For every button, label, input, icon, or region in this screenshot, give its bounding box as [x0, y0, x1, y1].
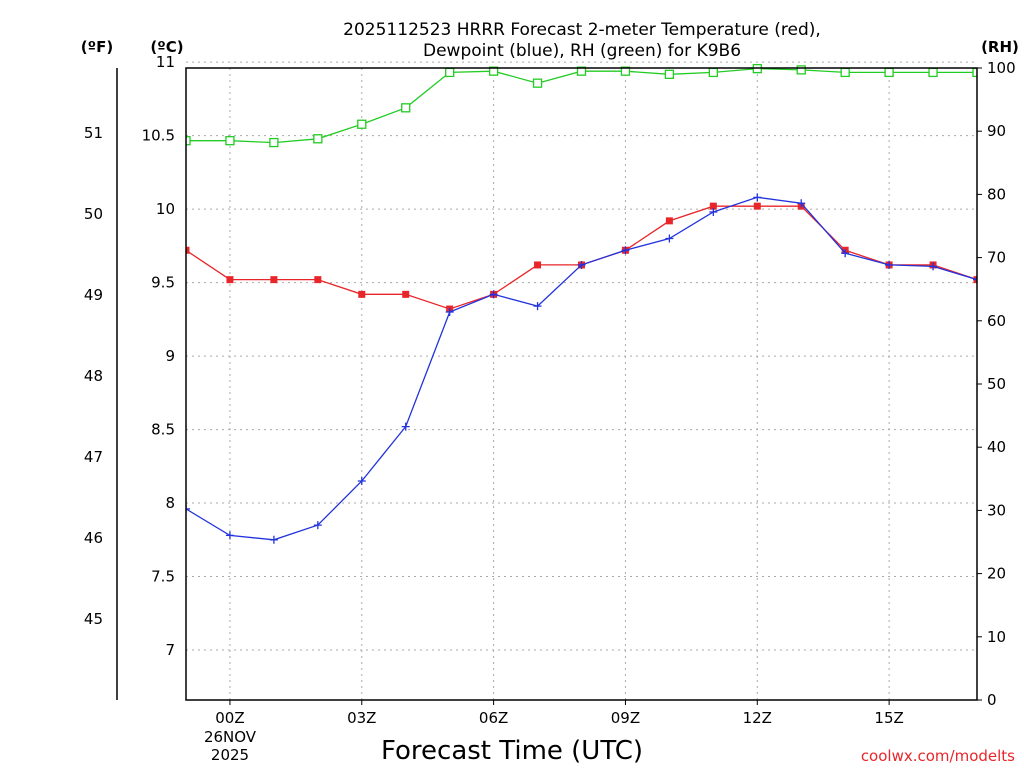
celsius-tick-label: 9 — [165, 347, 175, 365]
fahrenheit-tick-label: 46 — [84, 529, 103, 547]
rh-tick-label: 70 — [987, 249, 1006, 267]
rh-point — [972, 67, 977, 78]
dewpoint-point — [186, 504, 190, 513]
date-label-day: 26NOV — [204, 728, 257, 746]
x-tick-label: 00Z — [215, 709, 244, 727]
dewpoint-point — [313, 521, 322, 530]
dewpoint-point — [401, 422, 410, 431]
rh-point — [840, 67, 850, 78]
fahrenheit-unit-label: (ºF) — [81, 38, 113, 56]
dewpoint-point — [225, 531, 234, 540]
celsius-tick-label: 7.5 — [151, 568, 175, 586]
x-tick-label: 12Z — [743, 709, 772, 727]
rh-tick-label: 60 — [987, 312, 1006, 330]
temperature-point — [534, 261, 542, 269]
fahrenheit-tick-label: 50 — [84, 205, 103, 223]
rh-unit-label: (RH) — [981, 38, 1019, 56]
rh-point — [225, 136, 235, 146]
rh-point — [620, 66, 631, 76]
dewpoint-point — [357, 477, 366, 486]
rh-line — [186, 67, 977, 144]
rh-tick-label: 20 — [987, 565, 1006, 583]
dewpoint-line — [186, 196, 977, 541]
rh-point — [488, 66, 499, 76]
celsius-tick-label: 8 — [165, 494, 175, 512]
celsius-tick-label: 11 — [156, 53, 175, 71]
dewpoint-point — [753, 193, 762, 202]
dewpoint-point — [621, 246, 630, 255]
celsius-unit-label: (ºC) — [150, 38, 183, 56]
rh-tick-label: 100 — [987, 59, 1016, 77]
dewpoint-point — [929, 262, 938, 271]
celsius-tick-label: 7 — [165, 641, 175, 659]
rh-point — [708, 67, 718, 78]
rh-point — [884, 67, 894, 78]
fahrenheit-tick-label: 49 — [84, 286, 103, 304]
rh-tick-label: 50 — [987, 375, 1006, 393]
dewpoint-point — [577, 260, 586, 269]
dewpoint-point — [973, 275, 977, 284]
dewpoint-point — [445, 307, 454, 316]
x-tick-label: 15Z — [874, 709, 903, 727]
temperature-point — [270, 276, 278, 284]
rh-point — [313, 134, 323, 144]
dewpoint-point — [709, 208, 718, 217]
temperature-point — [186, 246, 190, 254]
rh-point — [357, 119, 367, 129]
temperature-point — [402, 290, 410, 298]
dewpoint-point — [797, 199, 806, 208]
rh-point — [269, 137, 279, 148]
celsius-tick-label: 10 — [156, 200, 175, 218]
rh-tick-label: 30 — [987, 501, 1006, 519]
series-group — [186, 63, 977, 544]
series-layer — [186, 63, 977, 544]
chart-title-line1: 2025112523 HRRR Forecast 2-meter Tempera… — [343, 20, 821, 40]
fahrenheit-tick-label: 47 — [84, 448, 103, 466]
temperature-line — [186, 205, 977, 310]
rh-point — [532, 78, 543, 88]
celsius-tick-label: 10.5 — [142, 127, 175, 145]
date-label-year: 2025 — [211, 746, 249, 764]
rh-point — [928, 67, 938, 78]
rh-tick-label: 40 — [987, 438, 1006, 456]
rh-tick-label: 10 — [987, 628, 1006, 646]
dewpoint-point — [489, 290, 498, 299]
dewpoint-point — [841, 249, 850, 258]
temperature-point — [226, 276, 234, 284]
temperature-point — [358, 290, 366, 298]
rh-point — [664, 69, 675, 79]
rh-point — [186, 136, 191, 146]
rh-tick-label: 80 — [987, 185, 1006, 203]
dewpoint-point — [533, 302, 542, 311]
rh-point — [796, 65, 806, 75]
rh-point — [445, 67, 455, 78]
gridlines — [186, 61, 977, 700]
rh-point — [401, 103, 411, 113]
x-tick-label: 03Z — [347, 709, 376, 727]
plot-frame — [185, 67, 978, 701]
temperature-point — [753, 202, 761, 210]
x-tick-label: 09Z — [611, 709, 640, 727]
rh-tick-label: 90 — [987, 122, 1006, 140]
fahrenheit-tick-label: 48 — [84, 367, 103, 385]
celsius-tick-label: 9.5 — [151, 274, 175, 292]
fahrenheit-tick-label: 51 — [84, 124, 103, 142]
chart-title-line2: Dewpoint (blue), RH (green) for K9B6 — [423, 41, 741, 61]
x-tick-label: 06Z — [479, 709, 508, 727]
dewpoint-point — [885, 260, 894, 269]
dewpoint-point — [269, 535, 278, 544]
rh-tick-label: 0 — [987, 691, 997, 709]
x-axis-title: Forecast Time (UTC) — [381, 736, 643, 766]
tick-labels: 00Z 03Z 06Z 09Z 12Z 15Z 7 7.5 8 8.5 9 9.5 10 10.5 11 45… — [84, 53, 1016, 727]
temperature-point — [709, 202, 717, 210]
dewpoint-point — [665, 234, 674, 243]
celsius-tick-label: 8.5 — [151, 421, 175, 439]
credit-label: coolwx.com/modelts — [861, 747, 1015, 765]
fahrenheit-tick-label: 45 — [84, 610, 103, 628]
rh-point — [576, 66, 587, 76]
temperature-point — [665, 217, 673, 225]
temperature-point — [314, 276, 322, 284]
